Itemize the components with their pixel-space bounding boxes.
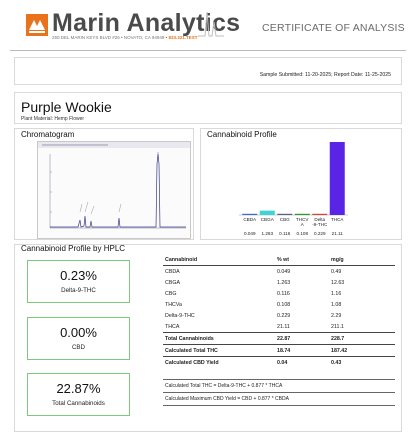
profile-chart-title: Cannabinoid Profile bbox=[207, 130, 277, 139]
cell-cannabinoid: CBGA bbox=[165, 279, 181, 286]
cell-calc-pct: 18.74 bbox=[275, 344, 329, 357]
table-row: THCVa 0.108 1.08 bbox=[163, 299, 395, 310]
summary-total-cannabinoids: 22.87% Total Cannabinoids bbox=[27, 373, 130, 416]
cell-total-label: Total Cannabinoids bbox=[163, 332, 275, 345]
cell-cannabinoid: THCA bbox=[165, 323, 180, 330]
sample-dates: Sample Submitted: 11-20-2025; Report Dat… bbox=[259, 72, 391, 78]
total-row: Total Cannabinoids 22.87 228.7 bbox=[163, 332, 395, 345]
header: Marin Analytics 250 DEL MARIN KEYS BLVD … bbox=[0, 0, 416, 50]
cannabinoid-profile-panel: Cannabinoid Profile CBDA 0.049 CBGA 1.263 CB… bbox=[200, 128, 402, 240]
chromatogram-peak-icon bbox=[198, 11, 224, 37]
formula-note: Calculated Maximum CBD Yield = CBD + 0.8… bbox=[165, 396, 289, 402]
cell-calc-label: Calculated CBD Yield bbox=[163, 356, 275, 368]
category-label: THCV bbox=[296, 217, 309, 222]
cell-pct-wt: 1.263 bbox=[277, 279, 291, 286]
cell-total-mg: 228.7 bbox=[329, 332, 395, 345]
calc-total-thc-row: Calculated Total THC 18.74 187.42 bbox=[163, 344, 395, 357]
category-label: A bbox=[301, 222, 305, 227]
phone-number: 833.321.TEST bbox=[168, 35, 198, 40]
address-text: 250 DEL MARIN KEYS BLVD #26 • NOVATO, CA… bbox=[52, 35, 168, 40]
formula-note: Calculated Total THC = Delta-9-THC + 0.8… bbox=[165, 383, 283, 389]
cell-pct-wt: 0.116 bbox=[277, 290, 290, 297]
value-label: 0.229 bbox=[314, 231, 326, 236]
company-address: 250 DEL MARIN KEYS BLVD #26 • NOVATO, CA… bbox=[52, 35, 198, 40]
bar-thcva bbox=[294, 213, 310, 215]
hplc-panel: Cannabinoid Profile by HPLC 0.23% Delta-… bbox=[14, 244, 402, 432]
bar-cbda bbox=[242, 213, 258, 215]
table-row: CBDA 0.049 0.49 bbox=[163, 266, 395, 278]
column-header: mg/g bbox=[329, 254, 395, 266]
cell-total-pct: 22.87 bbox=[275, 332, 329, 345]
cell-calc-mg: 0.43 bbox=[329, 356, 395, 368]
sample-info-panel: Sample Submitted: 11-20-2025; Report Dat… bbox=[14, 57, 402, 85]
plant-material: Plant Material: Hemp Flower bbox=[21, 116, 85, 122]
cell-calc-pct: 0.04 bbox=[275, 356, 329, 368]
category-label: CBGA bbox=[261, 217, 275, 222]
cell-cannabinoid: THCVa bbox=[165, 301, 182, 308]
divider bbox=[163, 379, 395, 380]
cell-pct-wt: 0.229 bbox=[277, 312, 291, 319]
value-label: 0.049 bbox=[244, 231, 256, 236]
product-panel: Purple Wookie Plant Material: Hemp Flowe… bbox=[14, 92, 402, 124]
value-label: 0.108 bbox=[297, 231, 309, 236]
header-divider bbox=[10, 50, 406, 51]
category-label: CBG bbox=[280, 217, 290, 222]
category-label: -9-THC bbox=[312, 222, 328, 227]
cell-mg-g: 2.29 bbox=[331, 312, 342, 319]
value-label: 21.11 bbox=[332, 231, 344, 236]
table-header-row: Cannabinoid % wt mg/g bbox=[163, 254, 395, 266]
bar-thca bbox=[329, 142, 345, 215]
cell-mg-g: 211.1 bbox=[331, 323, 344, 330]
results-table: Cannabinoid % wt mg/g CBDA 0.049 0.49 CB… bbox=[163, 254, 395, 368]
cell-mg-g: 1.16 bbox=[331, 290, 342, 297]
cell-calc-mg: 187.42 bbox=[329, 344, 395, 357]
category-label: CBDA bbox=[243, 217, 257, 222]
hplc-title: Cannabinoid Profile by HPLC bbox=[21, 244, 126, 253]
chromatogram-image bbox=[37, 141, 191, 239]
cell-pct-wt: 0.108 bbox=[277, 301, 291, 308]
table-row: CBG 0.116 1.16 bbox=[163, 288, 395, 299]
logo-icon bbox=[26, 14, 48, 36]
summary-label: Total Cannabinoids bbox=[52, 400, 105, 407]
cell-pct-wt: 21.11 bbox=[277, 323, 290, 330]
cell-mg-g: 12.63 bbox=[331, 279, 345, 286]
column-header: % wt bbox=[275, 254, 329, 266]
summary-delta9-thc: 0.23% Delta-9-THC bbox=[27, 260, 130, 303]
cell-cannabinoid: CBDA bbox=[165, 268, 180, 275]
summary-label: Delta-9-THC bbox=[61, 287, 96, 294]
table-row: Delta-9-THC 0.229 2.29 bbox=[163, 310, 395, 321]
summary-label: CBD bbox=[71, 344, 86, 351]
summary-cbd: 0.00% CBD bbox=[27, 317, 130, 360]
value-label: 1.263 bbox=[262, 231, 274, 236]
table-row: THCA 21.11 211.1 bbox=[163, 321, 395, 333]
chromatogram-title: Chromatogram bbox=[21, 130, 75, 139]
category-label: Delta bbox=[314, 217, 325, 222]
table-row: CBGA 1.263 12.63 bbox=[163, 277, 395, 288]
bar-cbg bbox=[277, 213, 293, 215]
cell-mg-g: 0.49 bbox=[331, 268, 342, 275]
summary-value: 0.00% bbox=[60, 325, 97, 340]
chromatogram-trace bbox=[38, 142, 190, 229]
summary-value: 22.87% bbox=[56, 381, 101, 396]
divider bbox=[163, 405, 395, 406]
chromatogram-panel: Chromatogram bbox=[14, 128, 194, 240]
cell-mg-g: 1.08 bbox=[331, 301, 342, 308]
cell-cannabinoid: CBG bbox=[165, 290, 177, 297]
calc-cbd-yield-row: Calculated CBD Yield 0.04 0.43 bbox=[163, 356, 395, 368]
cell-calc-label: Calculated Total THC bbox=[163, 344, 275, 357]
category-label: THCA bbox=[331, 217, 344, 222]
divider bbox=[163, 392, 395, 393]
cell-pct-wt: 0.049 bbox=[277, 268, 291, 275]
bar-cbga bbox=[259, 210, 275, 215]
value-label: 0.116 bbox=[279, 231, 291, 236]
product-name: Purple Wookie bbox=[21, 99, 112, 115]
document-type: CERTIFICATE OF ANALYSIS bbox=[262, 22, 405, 34]
column-header: Cannabinoid bbox=[163, 254, 275, 266]
cell-cannabinoid: Delta-9-THC bbox=[165, 312, 195, 319]
summary-value: 0.23% bbox=[60, 268, 97, 283]
bar-delta-9-thc bbox=[312, 213, 328, 215]
